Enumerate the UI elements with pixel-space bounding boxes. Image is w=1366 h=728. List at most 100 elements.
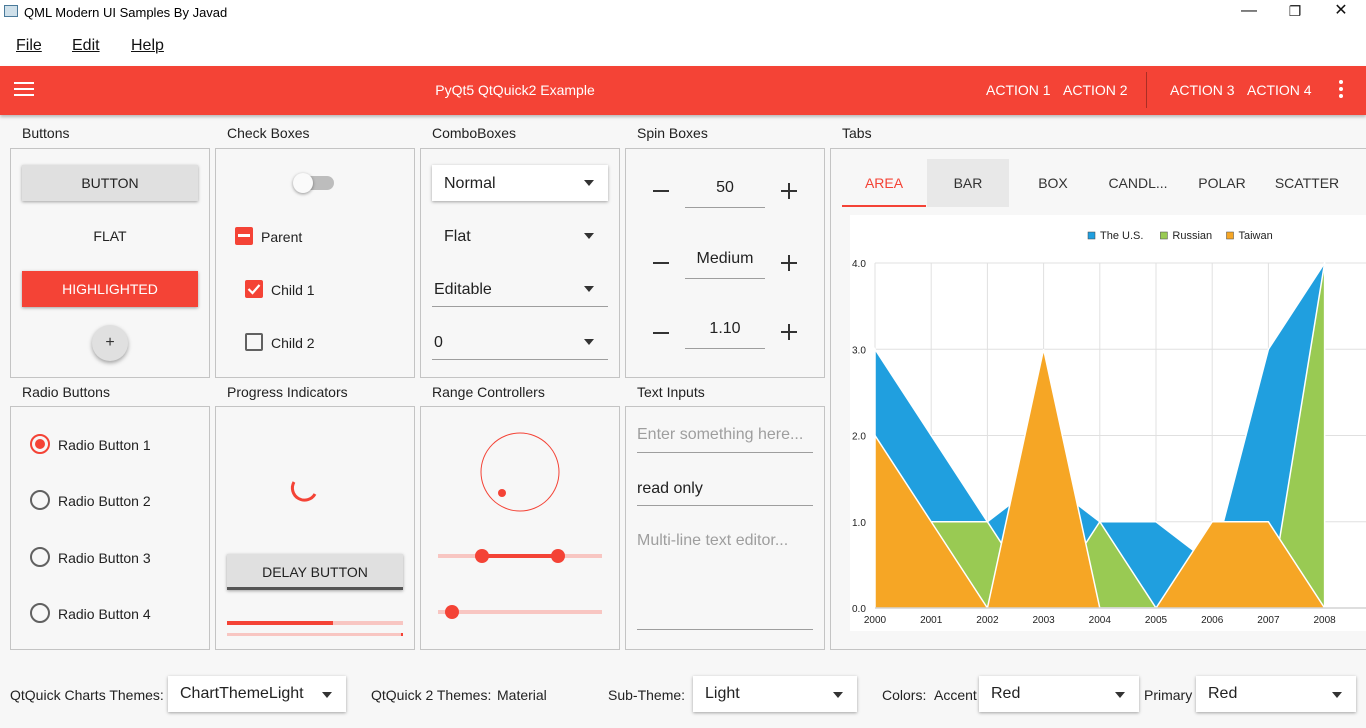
qt-theme-label: QtQuick 2 Themes: (371, 687, 492, 703)
text-inputs-group (625, 406, 825, 650)
action-4-button[interactable]: ACTION 4 (1247, 82, 1312, 98)
highlighted-button[interactable]: HIGHLIGHTED (22, 271, 198, 307)
flat-combobox[interactable]: Flat (432, 218, 608, 254)
range-slider[interactable] (438, 549, 602, 563)
slider[interactable] (438, 605, 602, 619)
text-field[interactable]: Enter something here... (637, 426, 813, 453)
accent-value: Red (991, 685, 1021, 702)
tab-bar[interactable]: BAR (927, 159, 1009, 207)
spin-value-2[interactable]: Medium (685, 250, 765, 279)
sub-theme-label: Sub-Theme: (608, 687, 686, 703)
chart-y-tick-label: 2.0 (852, 432, 866, 443)
chart-legend-marker (1087, 231, 1096, 240)
menu-help[interactable]: Help (131, 37, 164, 54)
tab-box[interactable]: BOX (1038, 175, 1068, 191)
dropdown-arrow-icon (584, 285, 594, 292)
hamburger-menu-icon[interactable] (14, 82, 34, 98)
chart-x-tick-label: 2000 (864, 615, 887, 626)
number-combobox[interactable]: 0 (432, 324, 608, 360)
radio-button-3[interactable] (30, 547, 50, 567)
area-chart-panel: 2000 2001 2002 2003 2004 2005 2006 2007 2008 0.0 1… (850, 215, 1366, 631)
combos-group-label: ComboBoxes (432, 125, 517, 141)
menu-file[interactable]: File (16, 37, 42, 54)
child2-checkbox[interactable] (245, 333, 263, 351)
round-add-button[interactable]: + (92, 325, 128, 361)
button[interactable]: BUTTON (22, 165, 198, 201)
editable-combobox-value: Editable (434, 281, 492, 298)
chart-x-tick-label: 2008 (1313, 615, 1336, 626)
dropdown-arrow-icon (322, 692, 332, 698)
chart-legend-label: Taiwan (1239, 230, 1273, 242)
parent-checkbox[interactable] (235, 227, 253, 245)
primary-value: Red (1208, 685, 1238, 702)
decrement-icon[interactable] (653, 262, 669, 264)
delay-button[interactable]: DELAY BUTTON (227, 554, 403, 590)
indeterminate-progress-bar (227, 633, 403, 636)
minimize-button[interactable]: — (1241, 2, 1257, 19)
primary-combobox[interactable]: Red (1196, 676, 1356, 712)
radio-button-1[interactable] (30, 434, 50, 454)
app-icon (4, 5, 18, 17)
read-only-field: read only (637, 480, 813, 506)
sub-theme-combobox[interactable]: Light (693, 676, 857, 712)
tab-polar[interactable]: POLAR (1198, 175, 1246, 191)
increment-icon[interactable] (781, 183, 797, 199)
spin-value-1[interactable]: 50 (685, 179, 765, 208)
decrement-icon[interactable] (653, 190, 669, 192)
chart-x-tick-label: 2007 (1257, 615, 1280, 626)
partial-check-icon (238, 234, 250, 237)
menu-edit[interactable]: Edit (72, 37, 100, 54)
accent-combobox[interactable]: Red (979, 676, 1139, 712)
flat-button[interactable]: FLAT (93, 228, 127, 244)
range-handle-first[interactable] (475, 549, 490, 563)
primary-label: Primary (1144, 687, 1193, 703)
more-vert-icon[interactable] (1336, 80, 1346, 102)
chart-x-tick-label: 2004 (1089, 615, 1112, 626)
spin-value-3[interactable]: 1.10 (685, 320, 765, 349)
normal-combobox[interactable]: Normal (432, 165, 608, 201)
text-area[interactable]: Multi-line text editor... (637, 532, 813, 630)
charts-theme-combobox[interactable]: ChartThemeLight (168, 676, 346, 712)
dial[interactable] (478, 431, 562, 515)
busy-indicator (290, 481, 317, 502)
dropdown-arrow-icon (833, 692, 843, 698)
charts-theme-label: QtQuick Charts Themes: (10, 687, 164, 703)
number-combobox-value: 0 (434, 334, 443, 351)
action-1-button[interactable]: ACTION 1 (986, 82, 1051, 98)
child1-checkbox-label: Child 1 (271, 282, 315, 298)
chart-y-tick-label: 3.0 (852, 345, 866, 356)
progress-group-label: Progress Indicators (227, 384, 348, 400)
tab-area[interactable]: AREA (842, 159, 926, 207)
app-toolbar: PyQt5 QtQuick2 Example ACTION 1 ACTION 2… (0, 66, 1366, 115)
progress-group (215, 406, 415, 650)
radio-group-label: Radio Buttons (22, 384, 110, 400)
close-button[interactable]: ✕ (1334, 2, 1348, 19)
chart-y-tick-label: 0.0 (852, 604, 866, 615)
child1-checkbox[interactable] (245, 280, 263, 298)
buttons-group-label: Buttons (22, 125, 70, 141)
checkboxes-group-label: Check Boxes (227, 125, 310, 141)
dropdown-arrow-icon (1332, 692, 1342, 698)
action-3-button[interactable]: ACTION 3 (1170, 82, 1235, 98)
chart-x-tick-label: 2002 (976, 615, 999, 626)
increment-icon[interactable] (781, 324, 797, 340)
radio-button-2[interactable] (30, 490, 50, 510)
dropdown-arrow-icon (1115, 692, 1125, 698)
range-handle-second[interactable] (550, 549, 565, 563)
editable-combobox[interactable]: Editable (432, 271, 608, 307)
action-2-button[interactable]: ACTION 2 (1063, 82, 1128, 98)
switch-knob[interactable] (293, 173, 313, 193)
restore-button[interactable]: ❐ (1288, 3, 1302, 19)
slider-handle[interactable] (444, 605, 459, 619)
chart-x-tick-label: 2006 (1201, 615, 1224, 626)
toolbar-separator (1146, 72, 1147, 108)
increment-icon[interactable] (781, 255, 797, 271)
decrement-icon[interactable] (653, 332, 669, 334)
qt-theme-value: Material (497, 687, 547, 703)
radio-button-4[interactable] (30, 603, 50, 623)
chart-legend-marker (1226, 231, 1234, 240)
chart-legend-marker (1160, 231, 1168, 240)
tab-scatter[interactable]: SCATTER (1274, 175, 1340, 191)
tab-candlestick[interactable]: CANDL... (1108, 175, 1168, 191)
charts-theme-value: ChartThemeLight (180, 685, 304, 702)
